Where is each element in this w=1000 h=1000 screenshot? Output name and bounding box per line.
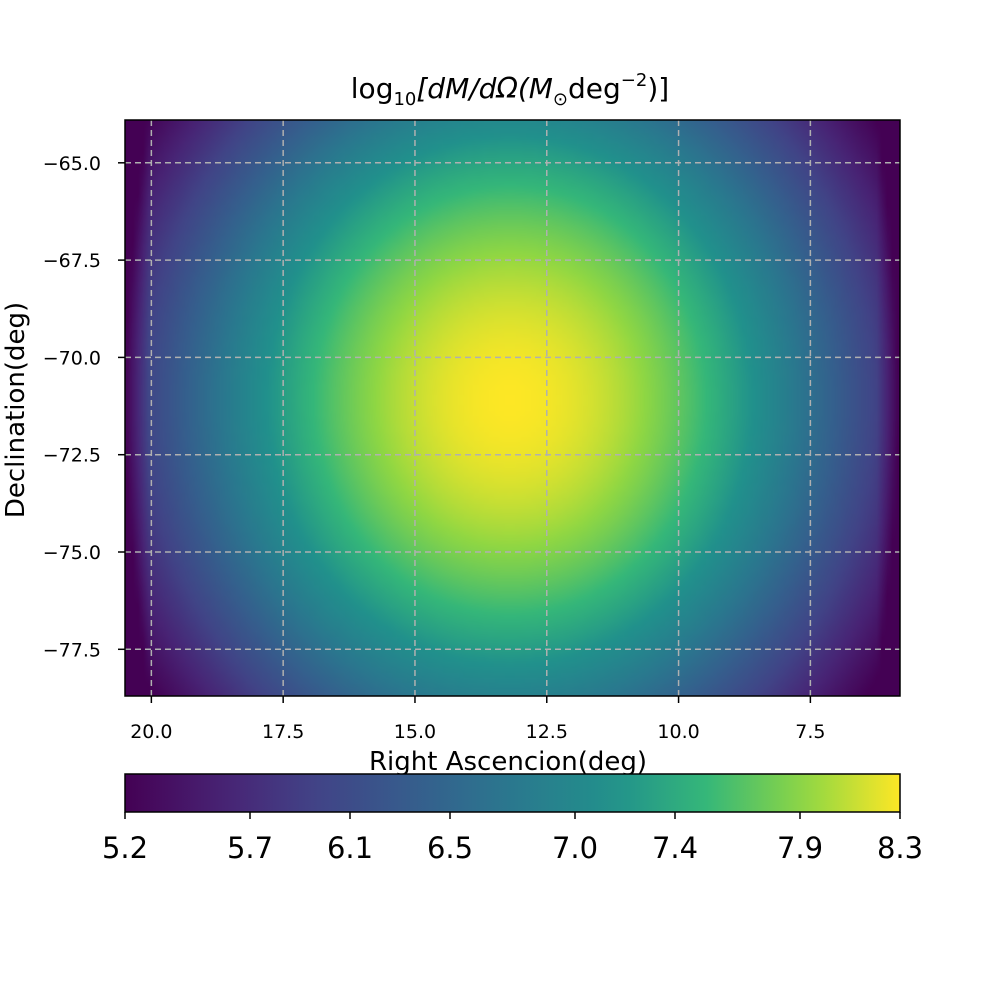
y-tick-label: −67.5 (43, 250, 101, 272)
colorbar-tick-label: 5.7 (227, 831, 273, 865)
chart-title: log10[dM/dΩ(M⊙deg−2)] (351, 70, 669, 110)
y-tick-label: −65.0 (43, 153, 101, 175)
y-tick-label: −72.5 (43, 445, 101, 467)
colorbar-tick-label: 6.1 (327, 831, 373, 865)
x-tick-label: 15.0 (394, 721, 436, 743)
x-tick-label: 7.5 (795, 721, 825, 743)
colorbar-tick-label: 7.9 (777, 831, 823, 865)
plot-frame (124, 119, 901, 697)
colorbar-tick-label: 7.0 (552, 831, 598, 865)
x-tick-label: 10.0 (657, 721, 699, 743)
colorbar-tick-label: 7.4 (652, 831, 698, 865)
colorbar-tick-label: 5.2 (102, 831, 148, 865)
y-tick-label: −77.5 (43, 639, 101, 661)
y-tick-label: −70.0 (43, 347, 101, 369)
x-tick-label: 12.5 (526, 721, 568, 743)
x-axis: 20.0 17.5 15.0 12.5 10.0 7.5 (130, 696, 825, 743)
x-axis-label: Right Ascencion(deg) (369, 747, 647, 777)
colorbar-frame (124, 773, 901, 813)
colorbar (125, 774, 900, 812)
grid-lines (125, 120, 900, 696)
heatmap-image (125, 120, 900, 696)
x-tick-label: 20.0 (130, 721, 172, 743)
y-axis: −65.0 −67.5 −70.0 −72.5 −75.0 −77.5 (43, 153, 125, 661)
colorbar-ticks: 5.2 5.7 6.1 6.5 7.0 7.4 7.9 8.3 (102, 812, 923, 865)
colorbar-tick-label: 6.5 (427, 831, 473, 865)
x-tick-label: 17.5 (262, 721, 304, 743)
y-tick-label: −75.0 (43, 542, 101, 564)
colorbar-tick-label: 8.3 (877, 831, 923, 865)
y-axis-label: Declination(deg) (1, 302, 31, 518)
